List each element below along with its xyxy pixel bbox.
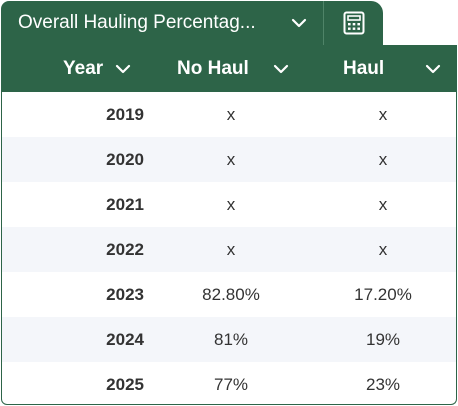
- cell-year: 2024: [106, 329, 144, 349]
- cell-year: 2022: [106, 239, 144, 259]
- cell-haul: x: [378, 104, 388, 124]
- cell-haul: 19%: [365, 329, 401, 349]
- view-selector-label: Overall Hauling Percentag...: [18, 12, 256, 33]
- table-row: 2019 x x: [2, 92, 456, 137]
- cell-haul: 17.20%: [354, 284, 412, 304]
- column-header-no-haul[interactable]: No Haul: [177, 45, 289, 92]
- table-header: Year No Haul Haul: [2, 45, 456, 92]
- table-row: 2025 77% 23%: [2, 362, 456, 404]
- cell-year: 2021: [106, 194, 144, 214]
- cell-no-haul: 82.80%: [202, 284, 260, 304]
- cell-haul: 23%: [365, 374, 401, 394]
- cell-year: 2019: [106, 104, 144, 124]
- column-header-label: No Haul: [177, 57, 249, 79]
- column-header-haul[interactable]: Haul: [343, 45, 441, 92]
- cell-haul: x: [378, 149, 388, 169]
- table-body: 2019 x x 2020 x x 2021 x x 2022 x x 2023: [2, 92, 456, 404]
- table-row: 2020 x x: [2, 137, 456, 182]
- cell-no-haul: x: [226, 149, 236, 169]
- chevron-down-icon: [273, 64, 288, 73]
- view-selector-dropdown[interactable]: Overall Hauling Percentag...: [1, 1, 323, 45]
- hauling-table: Year No Haul Haul 2019 x: [1, 45, 457, 405]
- cell-haul: x: [378, 194, 388, 214]
- chevron-down-icon: [425, 64, 441, 74]
- calculator-button[interactable]: [323, 1, 383, 45]
- table-row: 2021 x x: [2, 182, 456, 227]
- cell-year: 2020: [106, 149, 144, 169]
- cell-no-haul: 81%: [213, 329, 249, 349]
- table-row: 2022 x x: [2, 227, 456, 272]
- column-header-year[interactable]: Year: [63, 45, 131, 92]
- chevron-down-icon: [116, 64, 131, 73]
- cell-no-haul: x: [226, 104, 236, 124]
- cell-year: 2023: [106, 284, 144, 304]
- cell-year: 2025: [106, 374, 144, 394]
- table-row: 2023 82.80% 17.20%: [2, 272, 456, 317]
- cell-no-haul: x: [226, 194, 236, 214]
- column-header-label: Haul: [343, 57, 385, 79]
- cell-haul: x: [378, 239, 388, 259]
- calculator-icon: [343, 11, 364, 35]
- chevron-down-icon: [291, 18, 307, 28]
- table-row: 2024 81% 19%: [2, 317, 456, 362]
- cell-no-haul: x: [226, 239, 236, 259]
- column-header-label: Year: [63, 57, 104, 79]
- tab-bar: Overall Hauling Percentag...: [0, 0, 458, 45]
- cell-no-haul: 77%: [213, 374, 249, 394]
